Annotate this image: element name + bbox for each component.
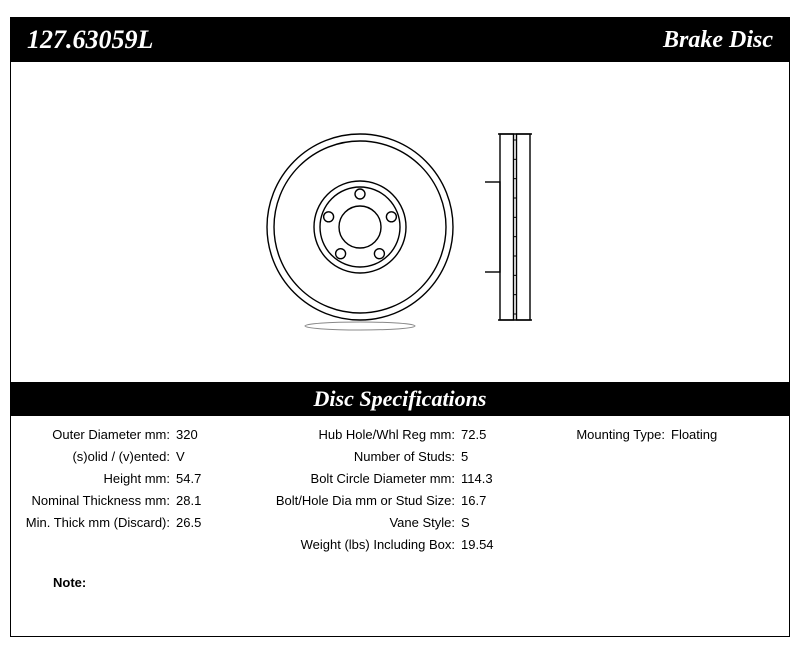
spec-row: Weight (lbs) Including Box:19.54 [251, 534, 561, 556]
spec-label: Height mm: [21, 468, 176, 490]
diagram-area [11, 62, 789, 382]
spec-label: Hub Hole/Whl Reg mm: [251, 424, 461, 446]
specs-table: Outer Diameter mm:320(s)olid / (v)ented:… [11, 416, 789, 557]
spec-value: 72.5 [461, 424, 486, 446]
header-bar: 127.63059L Brake Disc [11, 18, 789, 62]
spec-sheet: 127.63059L Brake Disc Disc Specification… [10, 17, 790, 637]
part-number: 127.63059L [27, 25, 153, 55]
spec-value: Floating [671, 424, 717, 446]
spec-row: Number of Studs:5 [251, 446, 561, 468]
spec-value: 5 [461, 446, 468, 468]
spec-value: 54.7 [176, 468, 201, 490]
disc-face-diagram [255, 122, 465, 332]
note-row: Note: [11, 557, 789, 590]
spec-value: 114.3 [461, 468, 493, 490]
spec-row: Min. Thick mm (Discard):26.5 [21, 512, 251, 534]
spec-label: Bolt/Hole Dia mm or Stud Size: [251, 490, 461, 512]
spec-label: Vane Style: [251, 512, 461, 534]
spec-row: Mounting Type:Floating [561, 424, 779, 446]
spec-value: V [176, 446, 185, 468]
spec-column-1: Outer Diameter mm:320(s)olid / (v)ented:… [21, 424, 251, 557]
spec-row: Bolt Circle Diameter mm:114.3 [251, 468, 561, 490]
spec-row: Height mm:54.7 [21, 468, 251, 490]
spec-value: 28.1 [176, 490, 201, 512]
spec-header-bar: Disc Specifications [11, 382, 789, 416]
disc-side-diagram [485, 122, 545, 332]
spec-label: Bolt Circle Diameter mm: [251, 468, 461, 490]
spec-value: 320 [176, 424, 198, 446]
note-label: Note: [53, 575, 86, 590]
spec-value: S [461, 512, 470, 534]
spec-column-3: Mounting Type:Floating [561, 424, 779, 557]
spec-row: Hub Hole/Whl Reg mm:72.5 [251, 424, 561, 446]
spec-value: 16.7 [461, 490, 486, 512]
spec-label: Number of Studs: [251, 446, 461, 468]
spec-row: Nominal Thickness mm:28.1 [21, 490, 251, 512]
spec-header-text: Disc Specifications [314, 386, 487, 411]
spec-label: (s)olid / (v)ented: [21, 446, 176, 468]
spec-value: 26.5 [176, 512, 201, 534]
spec-value: 19.54 [461, 534, 494, 556]
spec-label: Weight (lbs) Including Box: [251, 534, 461, 556]
product-title: Brake Disc [663, 27, 773, 54]
spec-row: Vane Style:S [251, 512, 561, 534]
spec-label: Min. Thick mm (Discard): [21, 512, 176, 534]
spec-label: Mounting Type: [561, 424, 671, 446]
spec-label: Nominal Thickness mm: [21, 490, 176, 512]
spec-column-2: Hub Hole/Whl Reg mm:72.5Number of Studs:… [251, 424, 561, 557]
spec-label: Outer Diameter mm: [21, 424, 176, 446]
spec-row: Outer Diameter mm:320 [21, 424, 251, 446]
spec-row: (s)olid / (v)ented:V [21, 446, 251, 468]
spec-row: Bolt/Hole Dia mm or Stud Size:16.7 [251, 490, 561, 512]
